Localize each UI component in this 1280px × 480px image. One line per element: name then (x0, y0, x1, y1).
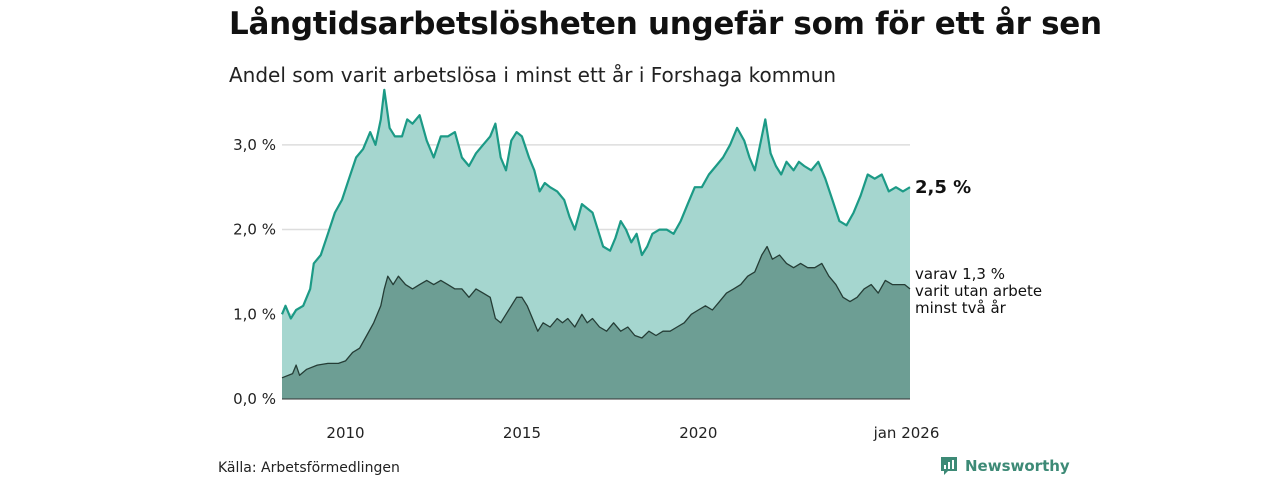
chart-subtitle: Andel som varit arbetslösa i minst ett å… (229, 63, 837, 87)
end-label-two-year-line-0: varav 1,3 % (915, 265, 1005, 283)
x-tick-label-3: jan 2026 (873, 424, 940, 442)
end-label-two-year-line-1: varit utan arbete (915, 282, 1042, 300)
areas (280, 88, 911, 400)
series-line-two-year (281, 245, 911, 379)
x-tick-label-1: 2015 (503, 424, 541, 442)
newsworthy-logo-icon (941, 457, 957, 475)
brand-name: Newsworthy (965, 457, 1070, 475)
y-tick-label-3: 3,0 % (233, 136, 276, 154)
x-tick-label-2: 2020 (679, 424, 717, 442)
source-note: Källa: Arbetsförmedlingen (218, 460, 400, 476)
chart-title: Långtidsarbetslösheten ungefär som för e… (229, 6, 1102, 42)
y-tick-label-1: 1,0 % (233, 305, 276, 323)
end-label-two-year-line-2: minst två år (915, 299, 1007, 317)
y-tick-label-0: 0,0 % (233, 390, 276, 408)
end-label-total: 2,5 % (915, 177, 971, 198)
x-tick-label-0: 2010 (326, 424, 364, 442)
brand-logo[interactable]: Newsworthy (940, 456, 1070, 476)
y-tick-label-2: 2,0 % (233, 221, 276, 239)
series-line-total (280, 88, 911, 320)
axis-labels: 0,0 % 1,0 % 2,0 % 3,0 % 2010 2015 2020 jan 2026 (233, 136, 939, 442)
